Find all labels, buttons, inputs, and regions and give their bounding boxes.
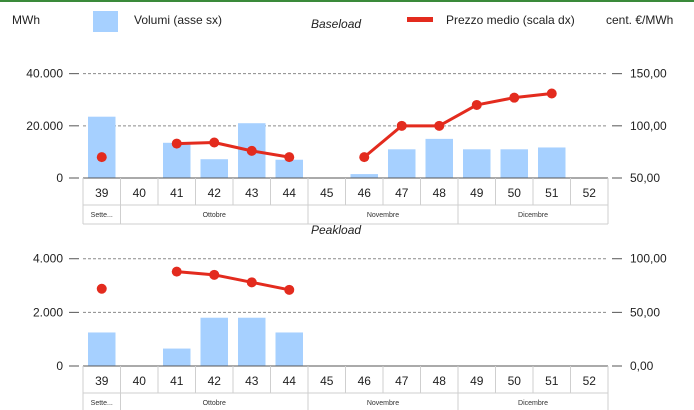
right-tick-label: 100,00 [630, 252, 667, 266]
price-point [396, 120, 407, 131]
x-tick-label: 48 [433, 186, 447, 200]
x-tick-label: 44 [283, 374, 297, 388]
x-tick-label: 49 [470, 374, 484, 388]
legend-price-swatch [407, 17, 433, 22]
x-tick-label: 47 [395, 374, 409, 388]
x-tick-label: 40 [133, 186, 147, 200]
price-point [284, 284, 295, 295]
price-point [509, 92, 520, 103]
month-label: Sette... [91, 212, 113, 219]
price-line-segment [437, 103, 479, 128]
right-tick-label: 150,00 [630, 67, 667, 81]
volume-bar [463, 149, 491, 178]
x-tick-label: 46 [358, 186, 372, 200]
x-tick-label: 45 [320, 186, 334, 200]
x-tick-label: 49 [470, 186, 484, 200]
x-tick-label: 39 [95, 186, 109, 200]
price-line-segment [175, 270, 216, 277]
x-tick-label: 40 [133, 374, 147, 388]
volume-bar [88, 332, 116, 366]
price-point [171, 138, 182, 149]
price-line-segment [175, 141, 216, 146]
x-tick-label: 47 [395, 186, 409, 200]
price-point [246, 145, 257, 156]
x-tick-label: 51 [545, 186, 559, 200]
month-label: Dicembre [518, 400, 548, 407]
price-point [546, 88, 557, 99]
price-point [96, 152, 107, 163]
legend-price-label: Prezzo medio (scala dx) [446, 13, 575, 27]
month-label: Sette... [91, 400, 113, 407]
price-point [96, 283, 107, 294]
x-tick-label: 42 [208, 186, 222, 200]
price-point [209, 137, 220, 148]
month-label: Dicembre [518, 212, 548, 219]
month-label: Novembre [367, 212, 399, 219]
price-line-segment [362, 124, 404, 159]
x-tick-label: 48 [433, 374, 447, 388]
legend-volume-label: Volumi (asse sx) [134, 13, 223, 27]
x-tick-label: 46 [358, 374, 372, 388]
price-line-segment [475, 96, 516, 107]
x-tick-label: 41 [170, 186, 184, 200]
price-line-segment [250, 280, 291, 292]
price-point [209, 269, 220, 280]
volume-bar [275, 332, 303, 366]
legend-volume-swatch [93, 11, 118, 32]
price-point [171, 266, 182, 277]
month-label: Ottobre [203, 212, 226, 219]
left-tick-label: 4.000 [33, 252, 63, 266]
left-tick-label: 2.000 [33, 305, 63, 319]
x-tick-label: 44 [283, 186, 297, 200]
volume-bar [275, 159, 303, 178]
x-tick-label: 43 [245, 374, 259, 388]
x-tick-label: 52 [583, 186, 597, 200]
left-tick-label: 20.000 [26, 119, 63, 133]
chart-title-peakload: Peakload [311, 223, 362, 237]
price-point [284, 152, 295, 163]
right-tick-label: 50,00 [630, 305, 660, 319]
price-point [359, 152, 370, 163]
price-point [471, 99, 482, 110]
left-tick-label: 40.000 [26, 67, 63, 81]
x-tick-label: 41 [170, 374, 184, 388]
volume-bar [538, 147, 566, 178]
x-tick-label: 52 [583, 374, 597, 388]
right-tick-label: 100,00 [630, 119, 667, 133]
price-line-segment [212, 141, 254, 153]
top-border [0, 0, 694, 2]
volume-bar [425, 138, 453, 178]
volume-bar [350, 174, 378, 178]
x-tick-label: 50 [508, 374, 522, 388]
volume-bar [388, 149, 416, 178]
volume-bar [88, 116, 116, 178]
right-tick-label: 0,00 [630, 359, 654, 373]
x-tick-label: 39 [95, 374, 109, 388]
month-label: Novembre [367, 400, 399, 407]
volume-bar [500, 149, 528, 178]
volume-bar [163, 142, 191, 178]
chart-title-baseload: Baseload [311, 17, 362, 31]
volume-bar [163, 348, 191, 366]
price-line-segment [212, 273, 254, 284]
right-tick-label: 50,00 [630, 171, 660, 185]
x-tick-label: 42 [208, 374, 222, 388]
price-line-segment [250, 149, 291, 159]
left-axis-unit: MWh [12, 13, 40, 27]
price-point [434, 120, 445, 131]
x-tick-label: 51 [545, 374, 559, 388]
x-tick-label: 50 [508, 186, 522, 200]
left-tick-label: 0 [56, 359, 63, 373]
price-point [246, 277, 257, 288]
month-label: Ottobre [203, 400, 226, 407]
x-tick-label: 45 [320, 374, 334, 388]
volume-bar [200, 317, 228, 366]
left-tick-label: 0 [56, 171, 63, 185]
volume-bar [238, 317, 266, 366]
right-axis-unit: cent. €/MWh [606, 13, 674, 27]
price-line-segment [512, 91, 554, 100]
volume-bar [200, 159, 228, 178]
x-tick-label: 43 [245, 186, 259, 200]
